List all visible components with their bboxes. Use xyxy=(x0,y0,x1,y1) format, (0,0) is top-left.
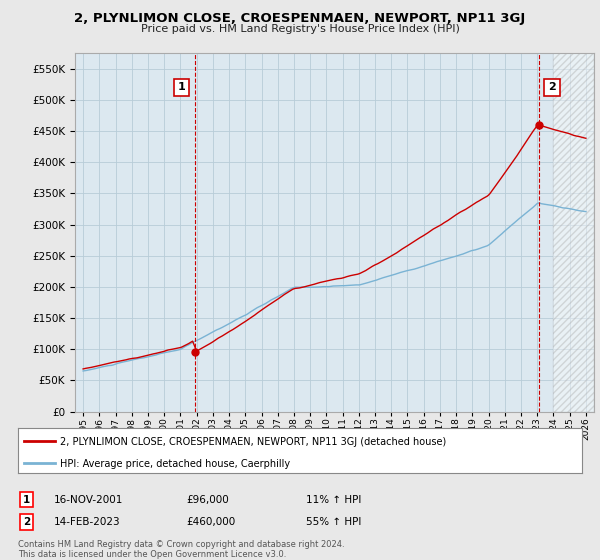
Text: 2: 2 xyxy=(548,82,556,92)
Text: 14-FEB-2023: 14-FEB-2023 xyxy=(54,517,121,527)
Text: £96,000: £96,000 xyxy=(186,494,229,505)
Text: Price paid vs. HM Land Registry's House Price Index (HPI): Price paid vs. HM Land Registry's House … xyxy=(140,24,460,34)
Bar xyxy=(553,53,594,412)
Text: 1: 1 xyxy=(23,494,30,505)
Text: 16-NOV-2001: 16-NOV-2001 xyxy=(54,494,124,505)
Text: This data is licensed under the Open Government Licence v3.0.: This data is licensed under the Open Gov… xyxy=(18,550,286,559)
Text: £460,000: £460,000 xyxy=(186,517,235,527)
Text: 2, PLYNLIMON CLOSE, CROESPENMAEN, NEWPORT, NP11 3GJ: 2, PLYNLIMON CLOSE, CROESPENMAEN, NEWPOR… xyxy=(74,12,526,25)
Text: 55% ↑ HPI: 55% ↑ HPI xyxy=(306,517,361,527)
Text: 11% ↑ HPI: 11% ↑ HPI xyxy=(306,494,361,505)
Text: 2: 2 xyxy=(23,517,30,527)
Text: 2, PLYNLIMON CLOSE, CROESPENMAEN, NEWPORT, NP11 3GJ (detached house): 2, PLYNLIMON CLOSE, CROESPENMAEN, NEWPOR… xyxy=(60,437,446,447)
Text: Contains HM Land Registry data © Crown copyright and database right 2024.: Contains HM Land Registry data © Crown c… xyxy=(18,540,344,549)
Text: 1: 1 xyxy=(178,82,185,92)
Text: HPI: Average price, detached house, Caerphilly: HPI: Average price, detached house, Caer… xyxy=(60,459,290,469)
